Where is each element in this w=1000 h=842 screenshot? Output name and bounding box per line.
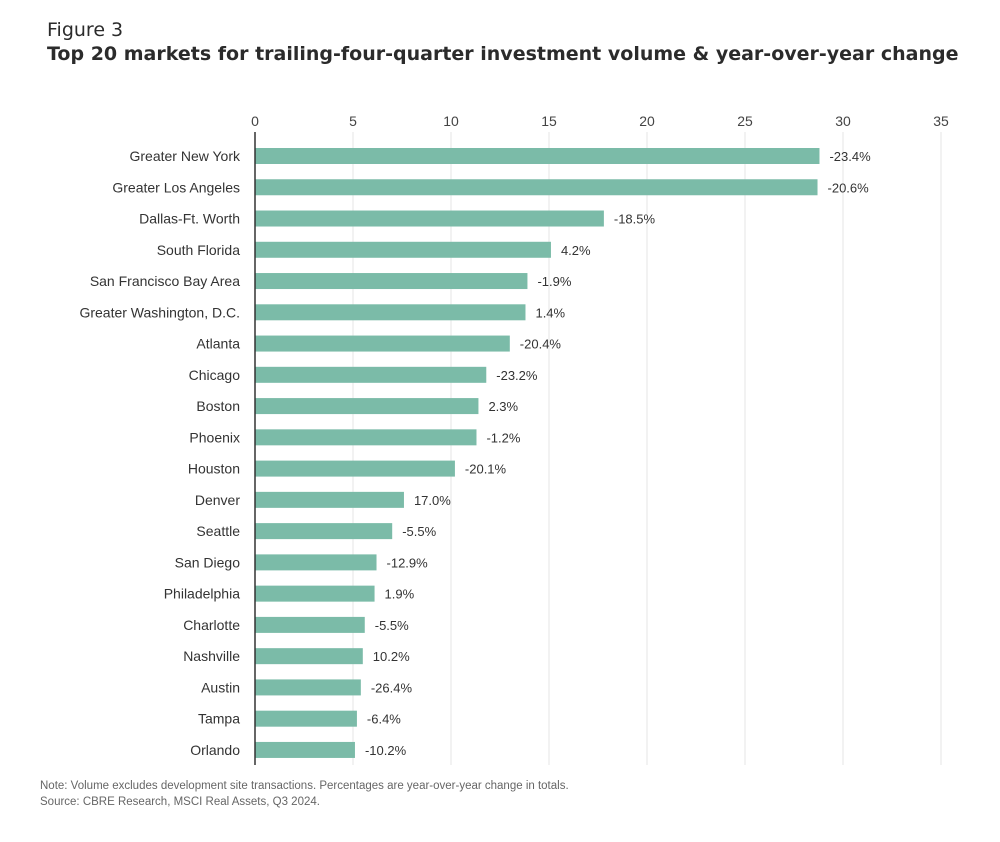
bar	[255, 616, 365, 633]
footnote: Note: Volume excludes development site t…	[40, 780, 569, 792]
data-label: -20.6%	[828, 180, 870, 195]
data-label: -6.4%	[367, 712, 401, 727]
x-tick-label: 5	[349, 113, 357, 129]
bar	[255, 554, 377, 571]
bar	[255, 585, 375, 602]
category-label: Phoenix	[189, 429, 240, 445]
category-label: Seattle	[196, 523, 240, 539]
data-label: -26.4%	[371, 680, 413, 695]
bar	[255, 366, 487, 383]
data-label: -1.9%	[537, 274, 571, 289]
category-label: Atlanta	[196, 336, 240, 352]
category-label: San Francisco Bay Area	[90, 273, 240, 289]
data-label: 4.2%	[561, 243, 591, 258]
data-label: 2.3%	[488, 399, 518, 414]
category-label: South Florida	[157, 242, 240, 258]
bars	[255, 148, 820, 758]
bar	[255, 210, 604, 227]
bar	[255, 304, 526, 321]
data-label: 17.0%	[414, 493, 451, 508]
category-label: Denver	[195, 492, 240, 508]
data-labels: -23.4% -20.6% -18.5% 4.2% -1.9% 1.4% -20.4% -23…	[365, 149, 871, 758]
bar	[255, 335, 510, 352]
x-axis-ticks: 0 5 10 15 20 25 30 35	[251, 113, 949, 129]
chart-title: Top 20 markets for trailing-four-quarter…	[47, 43, 959, 65]
x-tick-label: 20	[639, 113, 655, 129]
x-tick-label: 10	[443, 113, 459, 129]
bar	[255, 679, 361, 696]
category-label: San Diego	[175, 554, 241, 570]
x-tick-label: 35	[933, 113, 949, 129]
x-tick-label: 0	[251, 113, 259, 129]
bar	[255, 710, 357, 727]
bar	[255, 523, 393, 540]
data-label: -20.4%	[520, 337, 562, 352]
data-label: -10.2%	[365, 743, 407, 758]
data-label: -5.5%	[402, 524, 436, 539]
x-tick-label: 25	[737, 113, 753, 129]
bar	[255, 648, 363, 665]
bar	[255, 241, 551, 258]
category-labels: Greater New York Greater Los Angeles Dalla…	[79, 148, 241, 758]
category-label: Dallas-Ft. Worth	[139, 211, 240, 227]
category-label: Chicago	[189, 367, 241, 383]
category-label: Houston	[188, 461, 240, 477]
data-label: -12.9%	[387, 555, 429, 570]
bar	[255, 148, 820, 164]
category-label: Greater New York	[130, 148, 241, 164]
category-label: Greater Los Angeles	[112, 179, 240, 195]
category-label: Austin	[201, 679, 240, 695]
data-label: 1.4%	[535, 305, 565, 320]
bar	[255, 741, 355, 758]
bar	[255, 460, 455, 477]
category-label: Greater Washington, D.C.	[79, 304, 240, 320]
data-label: -5.5%	[375, 618, 409, 633]
data-label: -18.5%	[614, 212, 656, 227]
gridlines	[352, 132, 942, 765]
data-label: -23.4%	[829, 149, 871, 164]
category-label: Orlando	[190, 742, 240, 758]
bar	[255, 273, 528, 290]
data-label: -20.1%	[465, 462, 507, 477]
data-label: 10.2%	[373, 649, 410, 664]
category-label: Charlotte	[183, 617, 240, 633]
x-tick-label: 30	[835, 113, 851, 129]
category-label: Boston	[196, 398, 240, 414]
category-label: Philadelphia	[164, 586, 240, 602]
category-label: Nashville	[183, 648, 240, 664]
data-label: -1.2%	[486, 430, 520, 445]
bar	[255, 179, 818, 196]
bar	[255, 429, 477, 446]
x-tick-label: 15	[541, 113, 557, 129]
figure-label: Figure 3	[47, 19, 124, 41]
bar	[255, 398, 479, 415]
data-label: 1.9%	[385, 587, 415, 602]
source-note: Source: CBRE Research, MSCI Real Assets,…	[40, 796, 320, 808]
category-label: Tampa	[198, 711, 240, 727]
bar	[255, 491, 404, 508]
data-label: -23.2%	[496, 368, 538, 383]
